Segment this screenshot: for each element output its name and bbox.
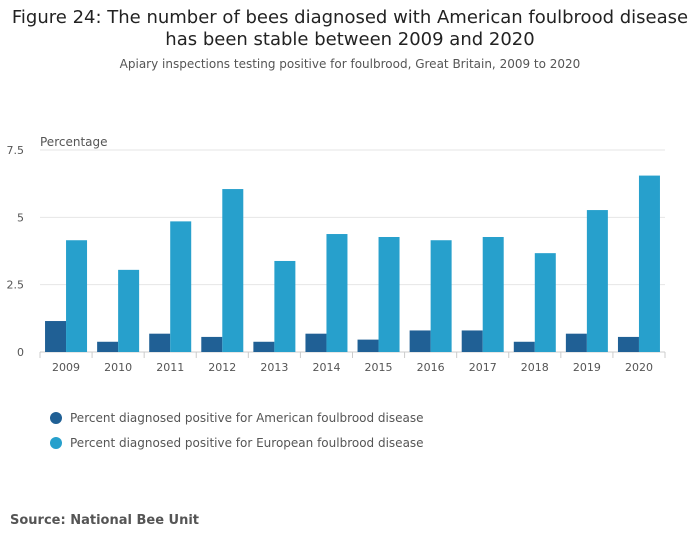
- bar-american-2013: [253, 341, 275, 352]
- y-tick-label: 7.5: [7, 144, 25, 157]
- bar-european-2019: [586, 210, 608, 352]
- bar-american-2010: [97, 341, 119, 352]
- bar-european-2011: [170, 221, 192, 352]
- chart-title-line-2: has been stable between 2009 and 2020: [165, 29, 535, 50]
- x-tick-label: 2012: [208, 361, 236, 374]
- legend-swatch-american: [50, 411, 62, 424]
- bar-european-2010: [118, 269, 140, 352]
- bar-chart: 0 2.5 5 7.5 Percentage 2009 2010 2011 2012 2013 20…: [7, 135, 666, 374]
- chart-title-line-1: Figure 24: The number of bees diagnosed …: [11, 7, 689, 28]
- bar-european-2012: [222, 189, 244, 352]
- x-tick-label: 2019: [573, 361, 601, 374]
- bar-american-2011: [149, 333, 171, 352]
- bar-european-2017: [482, 236, 504, 352]
- bar-american-2019: [565, 333, 587, 352]
- x-tick-label: 2009: [52, 361, 80, 374]
- bar-american-2012: [201, 336, 223, 352]
- x-tick-label: 2018: [521, 361, 549, 374]
- bar-european-2016: [430, 240, 452, 352]
- bar-american-2020: [617, 336, 639, 352]
- bar-american-2009: [45, 321, 67, 352]
- bar-european-2020: [638, 175, 660, 352]
- legend-label-european: Percent diagnosed positive for European …: [70, 435, 424, 450]
- chart-subtitle: Apiary inspections testing positive for …: [119, 57, 581, 71]
- bar-american-2018: [513, 341, 535, 352]
- bar-european-2014: [326, 234, 348, 352]
- legend-item-european: Percent diagnosed positive for European …: [50, 430, 424, 455]
- x-tick-label: 2014: [312, 361, 340, 374]
- x-tick-label: 2020: [625, 361, 653, 374]
- x-tick-label: 2015: [365, 361, 393, 374]
- bar-american-2017: [461, 330, 483, 352]
- x-tick-label: 2011: [156, 361, 184, 374]
- legend-swatch-european: [50, 436, 62, 449]
- x-tick-label: 2016: [417, 361, 445, 374]
- bar-european-2018: [534, 253, 556, 352]
- bar-american-2016: [409, 330, 431, 352]
- bar-european-2009: [66, 240, 88, 352]
- x-tick-label: 2010: [104, 361, 132, 374]
- chart-legend: Percent diagnosed positive for American …: [50, 405, 424, 455]
- x-tick-label: 2013: [260, 361, 288, 374]
- chart-title: Figure 24: The number of bees diagnosed …: [0, 7, 700, 51]
- legend-item-american: Percent diagnosed positive for American …: [50, 405, 424, 430]
- source-note: Source: National Bee Unit: [10, 513, 200, 528]
- bar-european-2013: [274, 260, 296, 352]
- y-tick-label: 5: [17, 211, 24, 224]
- y-axis-label: Percentage: [40, 135, 108, 149]
- legend-label-american: Percent diagnosed positive for American …: [70, 410, 424, 425]
- x-tick-label: 2017: [469, 361, 497, 374]
- bar-american-2015: [357, 339, 379, 352]
- bar-european-2015: [378, 236, 400, 352]
- bar-american-2014: [305, 333, 327, 352]
- y-tick-label: 2.5: [7, 279, 25, 292]
- y-tick-label: 0: [17, 346, 24, 359]
